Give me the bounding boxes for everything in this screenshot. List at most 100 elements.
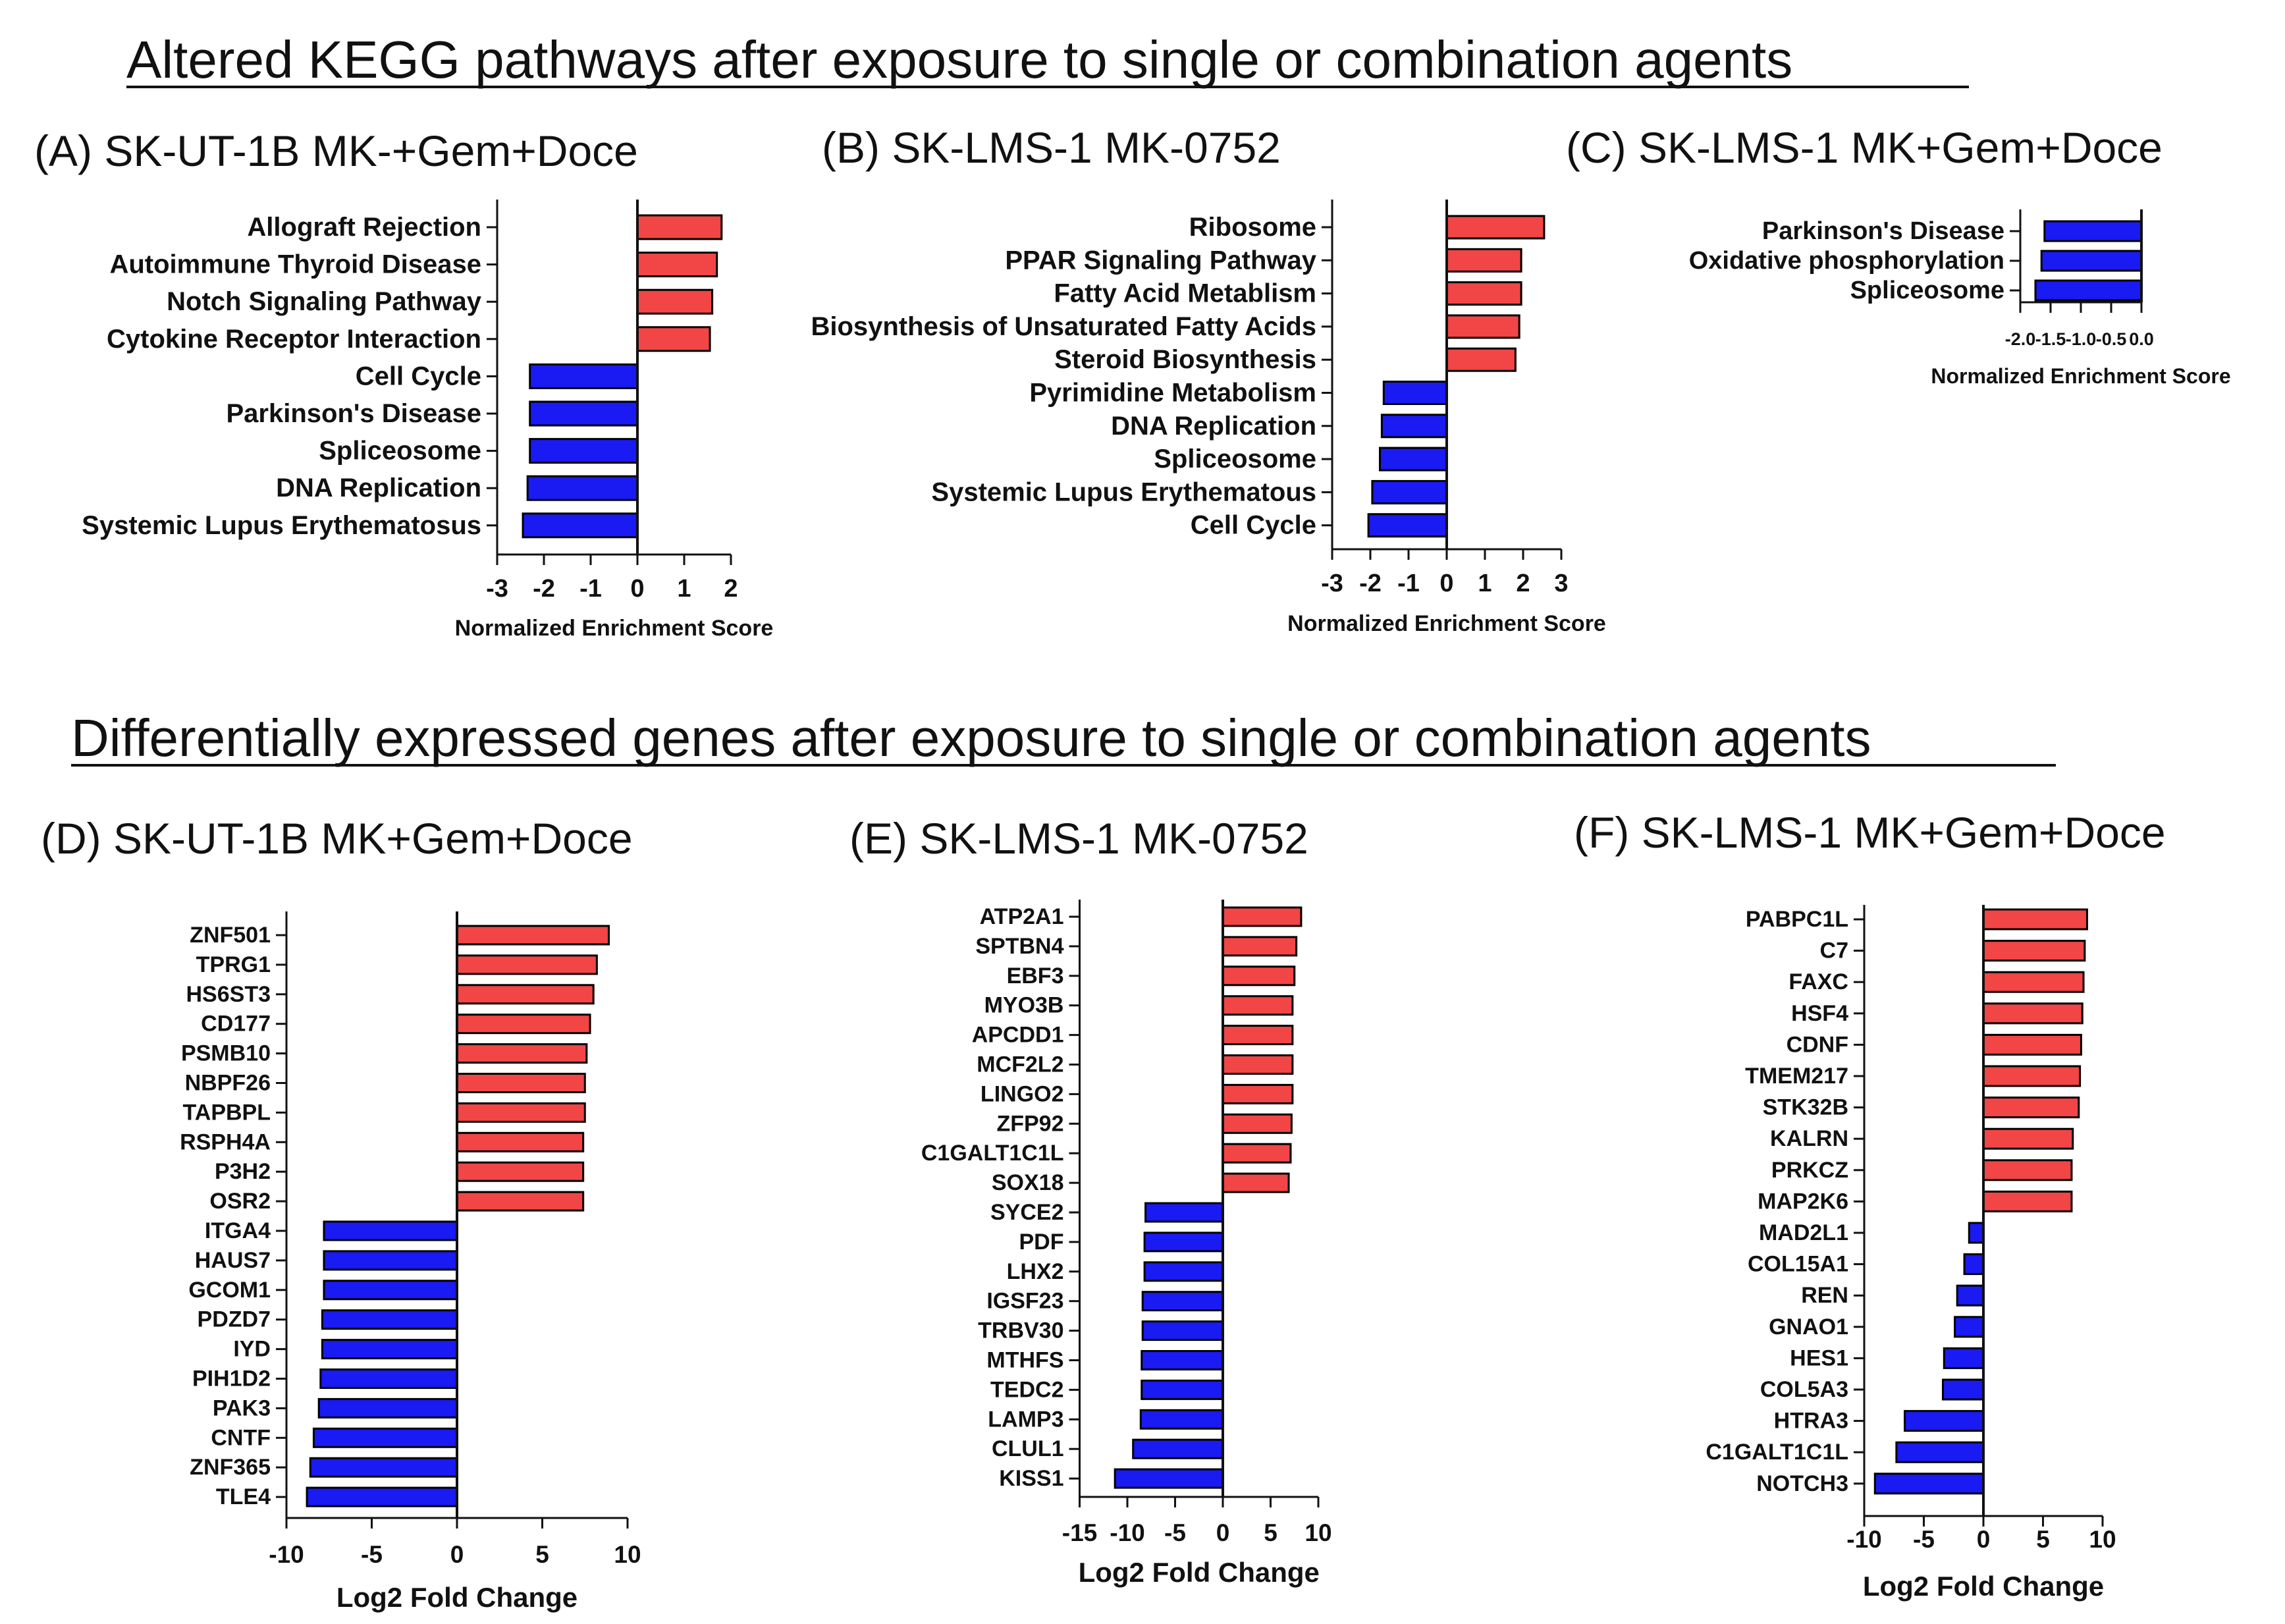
bar-htra3 — [1904, 1410, 1985, 1432]
category-label: STK32B — [1763, 1095, 1848, 1120]
category-label: Ribosome — [1189, 213, 1316, 242]
x-tick-label: 10 — [1304, 1519, 1331, 1546]
category-label: PIH1D2 — [192, 1367, 271, 1392]
x-axis-title: Log2 Fold Change — [1863, 1571, 2104, 1602]
category-label: Spliceosome — [319, 437, 481, 466]
bar-mcf2l2 — [1222, 1054, 1294, 1075]
bar-clul1 — [1132, 1438, 1224, 1459]
bar-atp2a1 — [1222, 906, 1303, 927]
bar-dna-replication — [1380, 414, 1448, 439]
category-label: CNTF — [211, 1425, 271, 1450]
bar-psmb10 — [456, 1043, 588, 1064]
bar-c7 — [1982, 940, 2086, 962]
bar-stk32b — [1982, 1096, 2080, 1119]
bar-dna-replication — [526, 475, 639, 501]
category-label: HSF4 — [1791, 1001, 1848, 1026]
bar-cd177 — [456, 1014, 591, 1035]
category-label: TPRG1 — [196, 952, 271, 977]
category-label: MYO3B — [984, 993, 1064, 1018]
category-label: PAK3 — [213, 1395, 271, 1421]
category-label: GNAO1 — [1769, 1314, 1848, 1340]
bar-cell-cycle — [529, 363, 639, 389]
x-tick-label: 1 — [677, 575, 691, 603]
bar-trbv30 — [1141, 1320, 1224, 1341]
category-label: SPTBN4 — [975, 934, 1063, 959]
bar-biosynthesis-of-unsaturated-fatty-acids — [1445, 314, 1520, 339]
bar-map2k6 — [1982, 1190, 2073, 1212]
bar-allograft-rejection — [636, 214, 723, 240]
bar-rsph4a — [456, 1131, 585, 1152]
category-label: Systemic Lupus Erythematous — [931, 477, 1316, 506]
category-label: Spliceosome — [1850, 277, 2004, 304]
x-tick-label: 0 — [1439, 570, 1453, 597]
bar-lamp3 — [1139, 1409, 1224, 1430]
category-label: HS6ST3 — [186, 982, 271, 1007]
category-label: LAMP3 — [988, 1407, 1063, 1432]
x-tick-label: 5 — [2036, 1526, 2050, 1553]
x-tick-label: 1 — [1478, 570, 1492, 597]
bar-kalrn — [1982, 1127, 2074, 1150]
category-label: Spliceosome — [1154, 445, 1316, 474]
bar-iyd — [321, 1339, 458, 1360]
x-tick-label: 5 — [1264, 1519, 1277, 1546]
bar-spliceosome — [2034, 279, 2143, 302]
bar-itga4 — [323, 1220, 458, 1241]
bar-pdf — [1143, 1232, 1224, 1253]
category-label: SOX18 — [992, 1170, 1064, 1195]
bar-systemic-lupus-erythematous — [1371, 479, 1448, 504]
category-label: HAUS7 — [195, 1248, 271, 1273]
category-label: PPAR Signaling Pathway — [1005, 246, 1316, 275]
x-tick-label: -1 — [1397, 570, 1420, 597]
bar-autoimmune-thyroid-disease — [636, 252, 718, 278]
category-label: Fatty Acid Metablism — [1054, 279, 1316, 308]
x-tick-label: 0.0 — [2129, 329, 2154, 349]
category-label: TMEM217 — [1745, 1064, 1848, 1089]
bar-systemic-lupus-erythematosus — [522, 512, 639, 539]
bar-spliceosome — [529, 438, 639, 464]
category-label: APCDD1 — [972, 1023, 1064, 1048]
x-tick-label: -1.5 — [2035, 329, 2066, 349]
chart-b: (B) SK-LMS-1 MK-0752 Ribosome PPAR Signali… — [811, 123, 1605, 636]
x-tick-label: 0 — [1216, 1519, 1230, 1546]
bar-hs6st3 — [456, 984, 595, 1005]
bar-ren — [1956, 1284, 1985, 1307]
category-label: TAPBPL — [183, 1100, 271, 1125]
category-label: MAD2L1 — [1759, 1220, 1848, 1245]
category-label: EBF3 — [1007, 963, 1064, 988]
bar-lhx2 — [1143, 1261, 1224, 1282]
x-tick-label: -5 — [1913, 1526, 1935, 1553]
category-label: KALRN — [1770, 1126, 1848, 1151]
bar-cell-cycle — [1367, 513, 1448, 538]
category-label: NBPF26 — [185, 1071, 271, 1096]
category-label: Pyrimidine Metabolism — [1029, 379, 1316, 408]
category-label: HTRA3 — [1774, 1409, 1848, 1434]
bar-tmem217 — [1982, 1065, 2082, 1087]
category-label: LINGO2 — [981, 1081, 1064, 1106]
bar-lingo2 — [1222, 1083, 1294, 1104]
bar-parkinson-s-disease — [529, 400, 639, 427]
x-tick-label: -10 — [1846, 1526, 1881, 1553]
x-tick-label: 10 — [2089, 1526, 2116, 1553]
category-label: C1GALT1C1L — [921, 1141, 1064, 1166]
category-label: Cell Cycle — [356, 362, 481, 391]
x-tick-label: 2 — [724, 575, 738, 603]
category-label: PABPC1L — [1746, 907, 1848, 932]
chart-title: (B) SK-LMS-1 MK-0752 — [822, 123, 1281, 172]
category-label: TRBV30 — [978, 1318, 1063, 1343]
category-label: COL15A1 — [1748, 1252, 1848, 1277]
category-label: Parkinson's Disease — [1762, 217, 2004, 245]
category-label: TEDC2 — [990, 1377, 1063, 1402]
category-label: Parkinson's Disease — [227, 399, 482, 428]
category-label: Cell Cycle — [1191, 511, 1316, 540]
x-tick-label: 10 — [614, 1541, 641, 1568]
section-title-2: Differentially expressed genes after exp… — [71, 709, 1871, 767]
bar-c1galt1c1l — [1222, 1143, 1292, 1164]
x-tick-label: -10 — [1110, 1519, 1144, 1546]
bar-sox18 — [1222, 1172, 1290, 1193]
bar-nbpf26 — [456, 1073, 586, 1093]
bar-notch3 — [1873, 1473, 1985, 1495]
x-tick-label: 0 — [630, 575, 644, 603]
category-label: Notch Signaling Pathway — [167, 287, 482, 316]
bar-tle4 — [306, 1486, 458, 1507]
x-axis-title: Normalized Enrichment Score — [1931, 364, 2230, 388]
